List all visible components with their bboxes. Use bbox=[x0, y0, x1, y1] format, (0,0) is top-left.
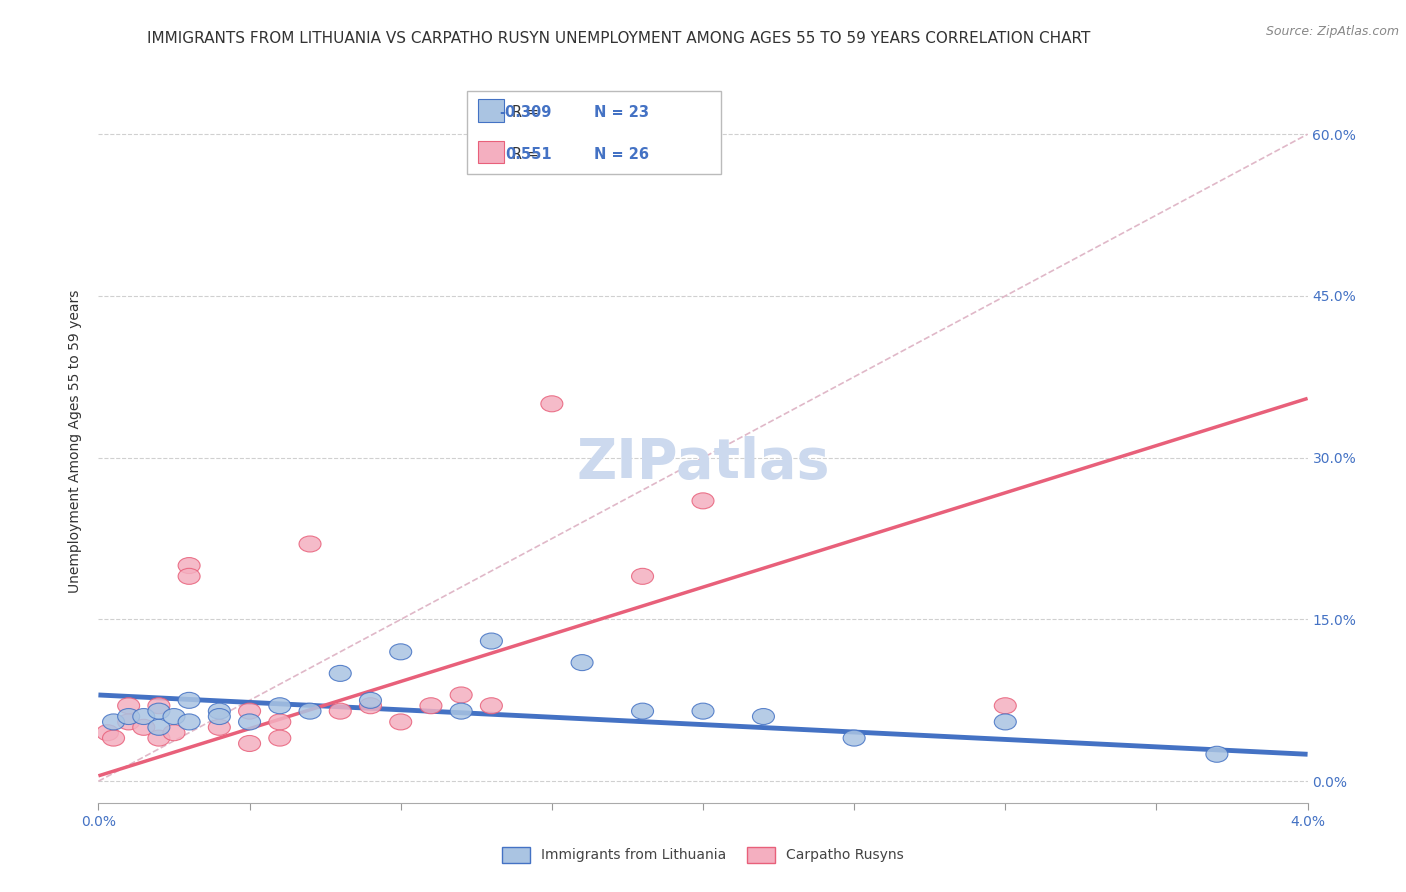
Ellipse shape bbox=[148, 698, 170, 714]
Ellipse shape bbox=[481, 633, 502, 649]
Ellipse shape bbox=[208, 703, 231, 719]
Ellipse shape bbox=[148, 730, 170, 746]
Ellipse shape bbox=[148, 719, 170, 735]
Ellipse shape bbox=[389, 644, 412, 660]
Text: R =: R = bbox=[512, 146, 538, 161]
Ellipse shape bbox=[329, 703, 352, 719]
Ellipse shape bbox=[208, 719, 231, 735]
Ellipse shape bbox=[269, 714, 291, 730]
Text: Source: ZipAtlas.com: Source: ZipAtlas.com bbox=[1265, 25, 1399, 38]
Ellipse shape bbox=[299, 703, 321, 719]
Y-axis label: Unemployment Among Ages 55 to 59 years: Unemployment Among Ages 55 to 59 years bbox=[69, 290, 83, 593]
Text: IMMIGRANTS FROM LITHUANIA VS CARPATHO RUSYN UNEMPLOYMENT AMONG AGES 55 TO 59 YEA: IMMIGRANTS FROM LITHUANIA VS CARPATHO RU… bbox=[148, 31, 1090, 46]
Ellipse shape bbox=[118, 708, 139, 724]
Ellipse shape bbox=[1206, 747, 1227, 763]
Ellipse shape bbox=[239, 736, 260, 751]
Ellipse shape bbox=[450, 703, 472, 719]
Text: N = 23: N = 23 bbox=[593, 105, 648, 120]
Ellipse shape bbox=[450, 687, 472, 703]
Legend: Immigrants from Lithuania, Carpatho Rusyns: Immigrants from Lithuania, Carpatho Rusy… bbox=[496, 841, 910, 868]
Ellipse shape bbox=[179, 558, 200, 574]
Ellipse shape bbox=[118, 698, 139, 714]
Ellipse shape bbox=[163, 708, 186, 724]
Ellipse shape bbox=[97, 724, 118, 740]
Ellipse shape bbox=[148, 703, 170, 719]
Ellipse shape bbox=[208, 708, 231, 724]
Ellipse shape bbox=[481, 698, 502, 714]
Ellipse shape bbox=[132, 719, 155, 735]
Ellipse shape bbox=[360, 692, 381, 708]
Ellipse shape bbox=[389, 714, 412, 730]
Text: R =: R = bbox=[512, 105, 538, 120]
Ellipse shape bbox=[631, 703, 654, 719]
Ellipse shape bbox=[269, 730, 291, 746]
Ellipse shape bbox=[360, 698, 381, 714]
Ellipse shape bbox=[103, 730, 125, 746]
Ellipse shape bbox=[692, 703, 714, 719]
Ellipse shape bbox=[179, 568, 200, 584]
Ellipse shape bbox=[269, 698, 291, 714]
Text: N = 26: N = 26 bbox=[593, 146, 648, 161]
Text: 0.551: 0.551 bbox=[505, 146, 551, 161]
Ellipse shape bbox=[118, 714, 139, 730]
Ellipse shape bbox=[994, 698, 1017, 714]
Ellipse shape bbox=[163, 724, 186, 740]
Ellipse shape bbox=[299, 536, 321, 552]
Text: -0.309: -0.309 bbox=[499, 105, 551, 120]
Ellipse shape bbox=[329, 665, 352, 681]
Ellipse shape bbox=[103, 714, 125, 730]
Ellipse shape bbox=[571, 655, 593, 671]
Ellipse shape bbox=[692, 493, 714, 508]
Ellipse shape bbox=[541, 396, 562, 412]
Ellipse shape bbox=[631, 568, 654, 584]
Ellipse shape bbox=[239, 714, 260, 730]
Text: ZIPatlas: ZIPatlas bbox=[576, 436, 830, 491]
Ellipse shape bbox=[132, 708, 155, 724]
Ellipse shape bbox=[752, 708, 775, 724]
Ellipse shape bbox=[994, 714, 1017, 730]
Ellipse shape bbox=[179, 692, 200, 708]
Ellipse shape bbox=[239, 703, 260, 719]
Ellipse shape bbox=[844, 730, 865, 746]
Ellipse shape bbox=[420, 698, 441, 714]
Ellipse shape bbox=[179, 714, 200, 730]
